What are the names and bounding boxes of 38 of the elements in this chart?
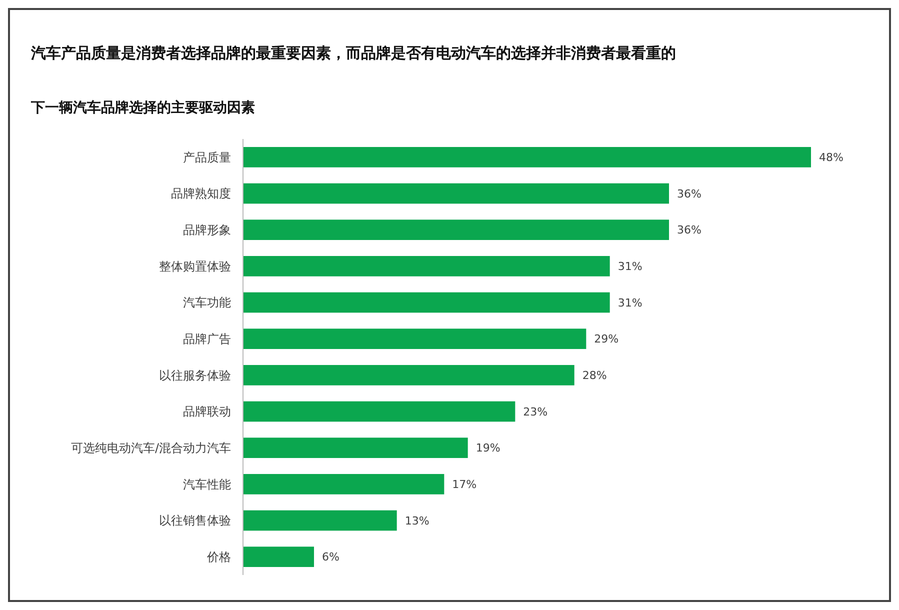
data-label: 31%: [618, 260, 642, 274]
data-label: 29%: [594, 332, 619, 346]
bar: [243, 146, 811, 168]
data-label: 13%: [404, 514, 430, 528]
y-tick-label: 汽车功能: [183, 296, 231, 310]
bar: [243, 474, 444, 494]
chart-subtitle: 下一辆汽车品牌选择的主要驱动因素: [30, 99, 255, 116]
bar: [243, 364, 574, 386]
data-label: 31%: [618, 296, 642, 310]
bar: [243, 292, 610, 313]
y-tick-label: 品牌联动: [183, 404, 231, 419]
bar: [243, 510, 397, 531]
bar: [243, 546, 314, 568]
y-tick-label: 品牌形象: [183, 223, 231, 238]
y-tick-label: 以往销售体验: [159, 514, 231, 528]
bar: [243, 183, 669, 204]
bar: [243, 256, 610, 276]
bar: [243, 328, 586, 350]
y-tick-label: 价格: [206, 550, 231, 564]
y-tick-label: 品牌广告: [183, 332, 231, 346]
data-label: 36%: [677, 187, 702, 200]
y-tick-label: 品牌熟知度: [171, 186, 231, 201]
y-tick-label: 汽车性能: [183, 477, 231, 492]
data-label: 28%: [582, 369, 607, 382]
y-tick-label: 整体购置体验: [159, 259, 231, 274]
y-tick-label: 可选纯电动汽车/混合动力汽车: [70, 441, 231, 456]
bar: [243, 401, 516, 422]
bar: [243, 220, 669, 240]
data-label: 36%: [677, 224, 702, 237]
data-label: 23%: [523, 405, 548, 418]
data-label: 6%: [322, 550, 340, 564]
bar: [243, 438, 468, 458]
y-tick-label: 以往服务体验: [159, 368, 231, 382]
data-label: 48%: [819, 151, 844, 164]
data-label: 19%: [476, 442, 500, 455]
y-tick-label: 产品质量: [183, 150, 231, 164]
data-label: 17%: [452, 478, 477, 492]
chart-title: 汽车产品质量是消费者选择品牌的最重要因素，而品牌是否有电动汽车的选择并非消费者最看重的: [30, 44, 676, 62]
